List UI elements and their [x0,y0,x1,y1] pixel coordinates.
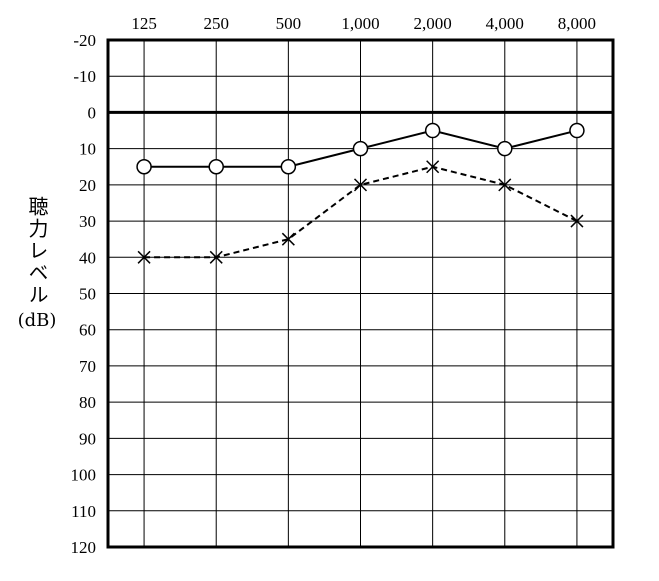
series-layer [136,122,585,264]
y-tick-label: 110 [71,502,96,521]
x-tick-label: 1,000 [341,14,379,33]
y-tick-label: 70 [79,357,96,376]
cross-marker [281,232,295,246]
y-axis-label: 聴力レベル [25,196,49,306]
x-tick-label: 8,000 [558,14,596,33]
x-tick-label: 500 [276,14,302,33]
y-tick-label: 40 [79,248,96,267]
cross-marker [498,178,512,192]
circle-marker [569,122,585,139]
y-tick-label: 30 [79,212,96,231]
x-axis-labels: 125 250 500 1,000 2,000 4,000 8,000 [131,14,596,33]
cross-marker [426,160,440,174]
x-tick-label: 4,000 [486,14,524,33]
cross-marker [209,250,223,264]
y-tick-label: 120 [71,538,97,557]
y-axis-labels: -20 -10 0 10 20 30 40 50 60 70 80 90 100 110 120 [71,31,97,557]
y-tick-label: 60 [79,321,96,340]
circle-marker [424,122,441,139]
y-tick-label: 80 [79,393,96,412]
y-tick-label: -10 [73,67,96,86]
y-axis-title: 聴力レベル (dB) [14,196,60,331]
y-tick-label: 10 [79,140,96,159]
circle-marker [136,159,152,175]
x-tick-label: 2,000 [414,14,452,33]
y-tick-label: 90 [79,429,96,448]
circle-marker [208,159,224,175]
y-tick-label: 0 [88,103,97,122]
grid [106,38,615,549]
circle-marker [497,140,513,157]
circle-marker [352,140,369,157]
y-axis-unit: (dB) [17,310,57,331]
cross-marker [353,178,368,192]
circle-marker [280,159,297,175]
y-tick-label: 100 [71,466,97,485]
x-tick-label: 125 [131,14,157,33]
y-tick-label: 50 [79,285,96,304]
x-tick-label: 250 [203,14,229,33]
plot-frame [106,38,615,549]
cross-marker [570,214,584,228]
y-tick-label: 20 [79,176,96,195]
y-tick-label: -20 [73,31,96,50]
cross-marker [137,250,151,264]
